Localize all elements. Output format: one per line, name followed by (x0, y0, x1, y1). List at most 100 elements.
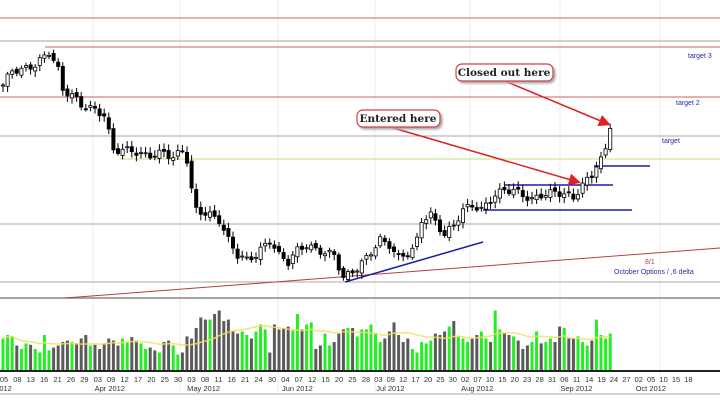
volume-bar (199, 317, 203, 370)
volume-bar (190, 338, 194, 370)
candle-body (530, 197, 535, 200)
volume-bar (424, 343, 428, 370)
candle-body (437, 219, 442, 233)
x-tick-label: 16 (228, 375, 236, 384)
candle-body (479, 206, 484, 209)
volume-bar (576, 336, 580, 370)
x-axis: 05 08 13 16 21 26 29 03 09 12 17 20 25 30 03 08 11 16 21 24… (0, 375, 693, 393)
x-tick-label: 24 (610, 375, 618, 384)
volume-bar (479, 331, 483, 370)
x-tick-label: 17 (411, 375, 419, 384)
volume-bar (433, 333, 437, 370)
x-tick-label: 15 (498, 375, 506, 384)
candle-body (217, 215, 222, 224)
x-month-label: Jul 2012 (376, 384, 404, 393)
volume-bar (599, 335, 603, 370)
candle-body (465, 204, 470, 208)
candle-body (240, 255, 245, 258)
candle-body (221, 224, 226, 231)
volume-bar (452, 321, 456, 370)
candle-body (171, 157, 176, 161)
volume-bar (226, 319, 230, 370)
volume-bar (24, 343, 28, 370)
candle-body (65, 88, 70, 97)
volume-bar (10, 336, 14, 370)
candle-body (585, 176, 590, 186)
volume-bar (42, 335, 46, 370)
candle-body (102, 113, 107, 117)
candle-body (543, 195, 548, 198)
volume-bar (484, 338, 488, 370)
candle-body (562, 193, 567, 198)
volume-bar (553, 342, 557, 370)
candle-body (599, 156, 604, 170)
candle-body (460, 208, 465, 223)
candle-body (281, 252, 286, 259)
candle-body (79, 96, 84, 108)
candle-body (424, 219, 429, 224)
volume-bar (121, 338, 125, 370)
volume-bar (493, 310, 497, 370)
x-tick-label: 28 (535, 375, 543, 384)
candle-body (42, 54, 47, 59)
candle-body (433, 213, 438, 221)
candle-body (0, 84, 6, 87)
volume-bar (443, 331, 447, 370)
candle-body (401, 252, 406, 257)
candle-body (148, 152, 153, 159)
volume-bar (466, 342, 470, 370)
volume-bar (567, 338, 571, 370)
candle-body (33, 66, 38, 72)
volume-bar (305, 324, 309, 370)
volume-bar (351, 328, 355, 370)
x-tick-label: 08 (201, 375, 209, 384)
volume-bar (61, 342, 65, 370)
volume-bar (254, 331, 258, 370)
volume-bar (148, 347, 152, 370)
candle-body (442, 230, 447, 236)
x-tick-label: 19 (597, 375, 605, 384)
candle-body (157, 149, 162, 159)
volume-bar (507, 335, 511, 370)
volume-bar (438, 335, 442, 370)
volume-bar (38, 352, 42, 370)
volume-bar (456, 336, 460, 370)
candle-body (129, 146, 134, 153)
x-tick-label: 29 (80, 375, 88, 384)
volume-bar (378, 342, 382, 370)
candle-body (180, 150, 185, 153)
candle-body (10, 70, 15, 75)
volume-bar (134, 340, 138, 370)
candle-body (580, 182, 585, 194)
volume-bar (364, 329, 368, 370)
volume-bar (571, 338, 575, 370)
candle-body (194, 189, 199, 208)
volume-bar (88, 345, 92, 370)
candle-body (230, 236, 235, 249)
x-tick-label: 03 (187, 375, 195, 384)
candle-body (428, 211, 433, 219)
x-tick-label: 24 (254, 375, 262, 384)
candle-body (290, 254, 295, 265)
volume-bar (231, 331, 235, 370)
volume-bar (79, 338, 83, 370)
volume-bar (470, 338, 474, 370)
candle-body (258, 246, 263, 260)
candle-body (51, 52, 56, 61)
candle-body (553, 187, 558, 192)
volume-bar (314, 349, 318, 370)
volume-bar (153, 350, 157, 370)
x-month-label: Jun 2012 (282, 384, 313, 393)
x-tick-label: 10 (486, 375, 494, 384)
x-tick-label: 04 (281, 375, 289, 384)
volume-bar (33, 349, 37, 370)
candle-body (161, 149, 166, 152)
candle-body (207, 211, 212, 218)
candle-body (152, 155, 157, 158)
volume-bar (52, 347, 56, 370)
volume-bar (374, 333, 378, 370)
trendline-label: 8/1 (645, 259, 655, 266)
candle-body (111, 128, 116, 151)
volume-bar (323, 333, 327, 370)
